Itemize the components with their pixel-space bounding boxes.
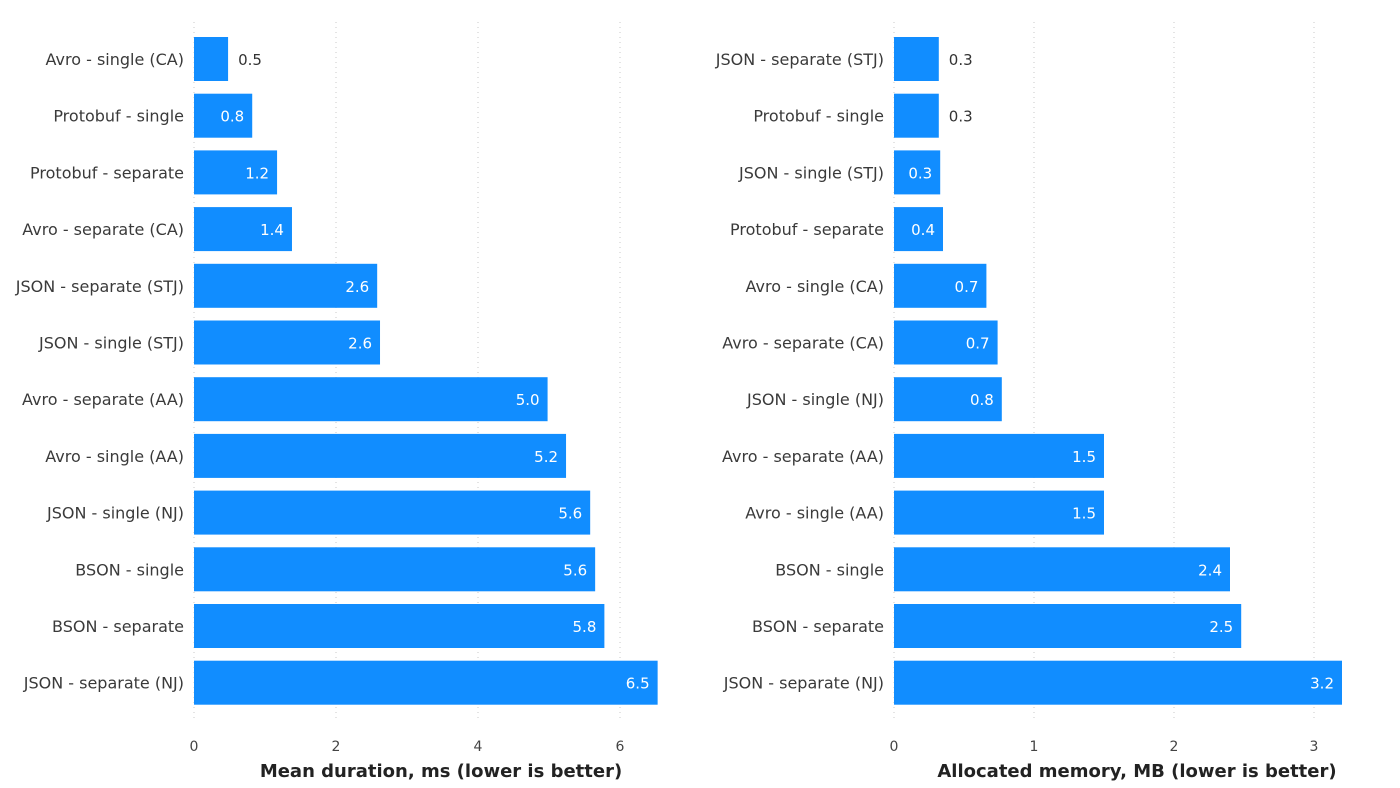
chart2-data-label: 2.5	[1209, 618, 1233, 636]
chart1-data-label: 0.5	[238, 51, 262, 69]
chart2-category-label: Avro - single (AA)	[745, 504, 884, 523]
chart2-bar[interactable]	[894, 150, 941, 195]
chart2-data-label: 0.4	[911, 221, 935, 239]
chart2-x-tick-label: 0	[890, 739, 899, 755]
chart1-bar[interactable]	[194, 37, 229, 81]
chart2-category-label: JSON - single (NJ)	[746, 390, 884, 409]
chart2-x-tick-label: 3	[1310, 739, 1319, 755]
chart2-data-label: 1.5	[1072, 505, 1096, 523]
chart2-bar[interactable]	[894, 547, 1230, 592]
chart2-bar[interactable]	[894, 490, 1104, 535]
chart1-bar[interactable]	[194, 263, 378, 308]
chart1-data-label: 5.2	[534, 448, 558, 466]
chart1-data-label: 5.0	[516, 391, 540, 409]
chart1-category-label: BSON - single	[75, 560, 184, 579]
chart2-bar[interactable]	[894, 433, 1104, 478]
chart1-data-label: 0.8	[220, 108, 244, 126]
chart1-category-label: Avro - single (CA)	[46, 50, 185, 69]
chart1-category-label: Protobuf - separate	[30, 163, 184, 182]
chart2-x-tick-label: 1	[1030, 739, 1039, 755]
chart1-data-label: 5.8	[573, 618, 597, 636]
chart1-category-label: BSON - separate	[52, 617, 184, 636]
chart2-bar[interactable]	[894, 263, 987, 308]
chart2-category-label: Protobuf - separate	[730, 220, 884, 239]
chart2-data-label: 2.4	[1198, 561, 1222, 579]
chart2-category-label: JSON - separate (NJ)	[723, 674, 884, 693]
chart2-bar[interactable]	[894, 93, 939, 138]
chart2-data-label: 3.2	[1310, 675, 1334, 693]
chart1-bar[interactable]	[194, 93, 253, 138]
chart2-bar[interactable]	[894, 377, 1002, 422]
chart1-bar[interactable]	[194, 433, 567, 478]
chart1-data-label: 6.5	[626, 675, 650, 693]
chart2-data-label: 0.3	[908, 164, 932, 182]
chart2-data-label: 1.5	[1072, 448, 1096, 466]
chart2-data-label: 0.3	[949, 108, 973, 126]
chart1-category-label: JSON - separate (STJ)	[15, 277, 184, 296]
chart1-x-tick-label: 0	[190, 739, 199, 755]
chart2-category-label: BSON - separate	[752, 617, 884, 636]
chart1-category-label: Avro - single (AA)	[45, 447, 184, 466]
chart1-category-label: Avro - separate (AA)	[22, 390, 184, 409]
chart2-data-label: 0.3	[949, 51, 973, 69]
chart1-data-label: 2.6	[348, 335, 372, 353]
chart2-category-label: BSON - single	[775, 560, 884, 579]
chart1-data-label: 5.6	[563, 561, 587, 579]
chart1-data-label: 2.6	[345, 278, 369, 296]
chart1-bar[interactable]	[194, 490, 591, 535]
chart2-x-axis-title: Allocated memory, MB (lower is better)	[937, 761, 1336, 782]
chart1-category-label: JSON - single (NJ)	[46, 504, 184, 523]
chart1-bar[interactable]	[194, 377, 548, 422]
chart2-bar[interactable]	[894, 207, 943, 252]
chart2-bar[interactable]	[894, 37, 939, 81]
chart1-bar[interactable]	[194, 547, 596, 592]
chart1-bar[interactable]	[194, 207, 292, 252]
chart2-category-label: Avro - separate (AA)	[722, 447, 884, 466]
chart2-category-label: Avro - separate (CA)	[722, 334, 884, 353]
chart1-x-axis-title: Mean duration, ms (lower is better)	[260, 761, 622, 782]
chart1-data-label: 1.2	[245, 164, 269, 182]
chart2-category-label: JSON - single (STJ)	[738, 163, 884, 182]
chart2-data-label: 0.7	[955, 278, 979, 296]
chart1-x-tick-label: 6	[616, 739, 625, 755]
chart2-category-label: JSON - separate (STJ)	[715, 50, 884, 69]
chart1-category-label: Avro - separate (CA)	[22, 220, 184, 239]
chart1-x-tick-label: 2	[332, 739, 341, 755]
chart2-bar[interactable]	[894, 320, 998, 365]
chart2-bar[interactable]	[894, 604, 1242, 648]
chart1-x-tick-label: 4	[474, 739, 483, 755]
chart1-bar[interactable]	[194, 660, 658, 705]
chart1-category-label: Protobuf - single	[53, 107, 184, 126]
chart2-data-label: 0.7	[966, 335, 990, 353]
chart2-data-label: 0.8	[970, 391, 994, 409]
chart2-x-tick-label: 2	[1170, 739, 1179, 755]
chart1-category-label: JSON - separate (NJ)	[23, 674, 184, 693]
chart1-category-label: JSON - single (STJ)	[38, 334, 184, 353]
chart1-bar[interactable]	[194, 604, 605, 648]
chart1-data-label: 5.6	[558, 505, 582, 523]
chart1-bar[interactable]	[194, 320, 381, 365]
chart2-bar[interactable]	[894, 660, 1342, 705]
chart1-data-label: 1.4	[260, 221, 284, 239]
chart1-bar[interactable]	[194, 150, 278, 195]
chart2-category-label: Avro - single (CA)	[746, 277, 885, 296]
chart2-category-label: Protobuf - single	[753, 107, 884, 126]
